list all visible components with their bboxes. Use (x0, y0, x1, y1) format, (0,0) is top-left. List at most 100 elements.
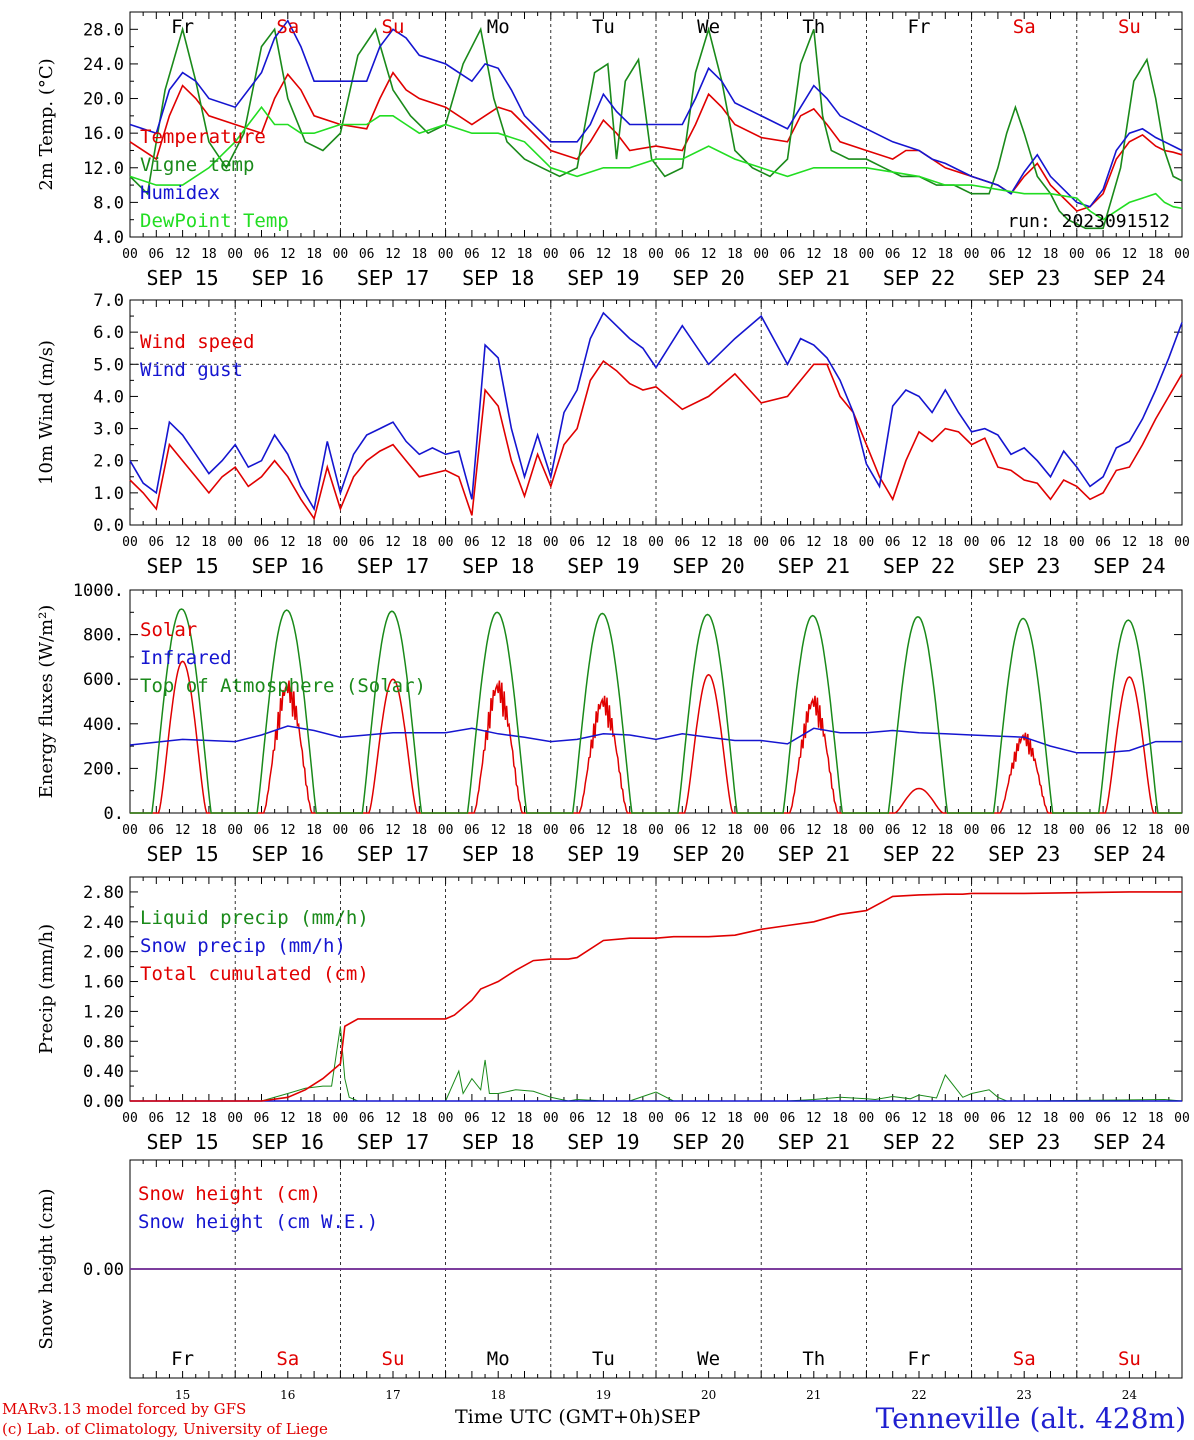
temperature-date-label: SEP 15 (146, 266, 218, 290)
footer-model-credit: MARv3.13 model forced by GFS (2, 1400, 247, 1418)
energy-hour-label: 06 (780, 823, 796, 838)
bottom-day-number: 16 (280, 1388, 295, 1402)
precip-ytick-label: 0.80 (83, 1032, 124, 1052)
wind-ytick-label: 6.0 (93, 323, 124, 343)
temperature-hour-label: 06 (148, 247, 164, 262)
temperature-ytick-label: 12.0 (83, 159, 124, 179)
wind-hour-label: 18 (727, 535, 743, 550)
energy-date-label: SEP 18 (462, 842, 534, 866)
day-label-top: Tu (592, 16, 615, 38)
wind-hour-label: 00 (1174, 535, 1190, 550)
wind-ytick-label: 1.0 (93, 484, 124, 504)
precip-ylabel: Precip (mm/h) (36, 924, 57, 1054)
temperature-hour-label: 00 (1174, 247, 1190, 262)
energy-date-label: SEP 15 (146, 842, 218, 866)
wind-hour-label: 00 (753, 535, 769, 550)
day-label-bottom: Th (802, 1348, 825, 1370)
footer-lab-credit: (c) Lab. of Climatology, University of L… (2, 1420, 328, 1438)
temperature-hour-label: 12 (701, 247, 717, 262)
wind-hour-label: 12 (385, 535, 401, 550)
wind-hour-label: 06 (780, 535, 796, 550)
bottom-day-number: 18 (491, 1388, 506, 1402)
wind-hour-label: 18 (411, 535, 427, 550)
wind-series-wind-speed (129, 359, 1183, 521)
wind-hour-label: 12 (280, 535, 296, 550)
energy-legend-2: Top of Atmosphere (Solar) (140, 675, 426, 697)
temperature-legend-2: Humidex (140, 182, 220, 204)
temperature-hour-label: 00 (543, 247, 559, 262)
temperature-hour-label: 06 (254, 247, 270, 262)
temperature-series-humidex (129, 19, 1183, 208)
energy-hour-label: 12 (806, 823, 822, 838)
temperature-hour-label: 18 (1148, 247, 1164, 262)
temperature-date-label: SEP 23 (988, 266, 1060, 290)
energy-hour-label: 06 (674, 823, 690, 838)
precip-hour-label: 06 (148, 1111, 164, 1126)
day-label-bottom: Tu (592, 1348, 615, 1370)
energy-hour-label: 00 (753, 823, 769, 838)
temperature-hour-label: 18 (832, 247, 848, 262)
wind-ytick-label: 2.0 (93, 452, 124, 472)
energy-date-label: SEP 20 (672, 842, 744, 866)
wind-hour-label: 06 (1095, 535, 1111, 550)
wind-date-label: SEP 19 (567, 554, 639, 578)
energy-legend-0: Solar (140, 619, 197, 641)
temperature-hour-label: 18 (411, 247, 427, 262)
temperature-hour-label: 06 (359, 247, 375, 262)
x-axis-label: Time UTC (GMT+0h) (455, 1406, 661, 1428)
temperature-hour-label: 18 (517, 247, 533, 262)
temperature-hour-label: 12 (175, 247, 191, 262)
temperature-date-label: SEP 19 (567, 266, 639, 290)
wind-hour-label: 18 (306, 535, 322, 550)
day-label-top: Fr (908, 16, 931, 38)
temperature-ytick-label: 20.0 (83, 90, 124, 110)
precip-hour-label: 06 (359, 1111, 375, 1126)
precip-hour-label: 12 (596, 1111, 612, 1126)
precip-date-label: SEP 18 (462, 1130, 534, 1154)
energy-hour-label: 18 (1148, 823, 1164, 838)
wind-date-label: SEP 16 (252, 554, 324, 578)
precip-hour-label: 18 (306, 1111, 322, 1126)
wind-hour-label: 12 (596, 535, 612, 550)
temperature-series-temperature (129, 71, 1183, 212)
precip-hour-label: 18 (1148, 1111, 1164, 1126)
temperature-hour-label: 06 (780, 247, 796, 262)
energy-hour-label: 12 (701, 823, 717, 838)
wind-hour-label: 12 (806, 535, 822, 550)
energy-hour-label: 00 (543, 823, 559, 838)
precip-legend-1: Snow precip (mm/h) (140, 935, 346, 957)
precip-hour-label: 00 (333, 1111, 349, 1126)
precip-hour-label: 18 (622, 1111, 638, 1126)
temperature-hour-label: 12 (490, 247, 506, 262)
precip-date-label: SEP 24 (1093, 1130, 1165, 1154)
precip-hour-label: 00 (1174, 1111, 1190, 1126)
energy-hour-label: 00 (648, 823, 664, 838)
wind-frame (129, 299, 1183, 526)
temperature-ylabel: 2m Temp. (°C) (36, 58, 57, 190)
precip-ytick-label: 2.00 (83, 943, 124, 963)
wind-hour-label: 06 (359, 535, 375, 550)
temperature-hour-label: 00 (333, 247, 349, 262)
energy-ytick-label: 200. (83, 759, 124, 779)
precip-date-label: SEP 16 (252, 1130, 324, 1154)
day-label-top: Th (802, 16, 825, 38)
precip-hour-label: 18 (832, 1111, 848, 1126)
energy-hour-label: 18 (201, 823, 217, 838)
energy-date-label: SEP 23 (988, 842, 1060, 866)
energy-hour-label: 12 (280, 823, 296, 838)
wind-hour-label: 18 (832, 535, 848, 550)
precip-ytick-label: 2.80 (83, 883, 124, 903)
precip-hour-label: 00 (964, 1111, 980, 1126)
precip-ytick-label: 1.60 (83, 973, 124, 993)
wind-hour-label: 00 (438, 535, 454, 550)
wind-hour-label: 00 (227, 535, 243, 550)
precip-hour-label: 06 (674, 1111, 690, 1126)
precip-hour-label: 18 (411, 1111, 427, 1126)
precip-hour-label: 18 (937, 1111, 953, 1126)
energy-hour-label: 00 (438, 823, 454, 838)
temperature-series-vigne-temp (129, 26, 1183, 230)
wind-hour-label: 00 (964, 535, 980, 550)
energy-frame (129, 589, 1183, 814)
precip-date-label: SEP 21 (778, 1130, 850, 1154)
